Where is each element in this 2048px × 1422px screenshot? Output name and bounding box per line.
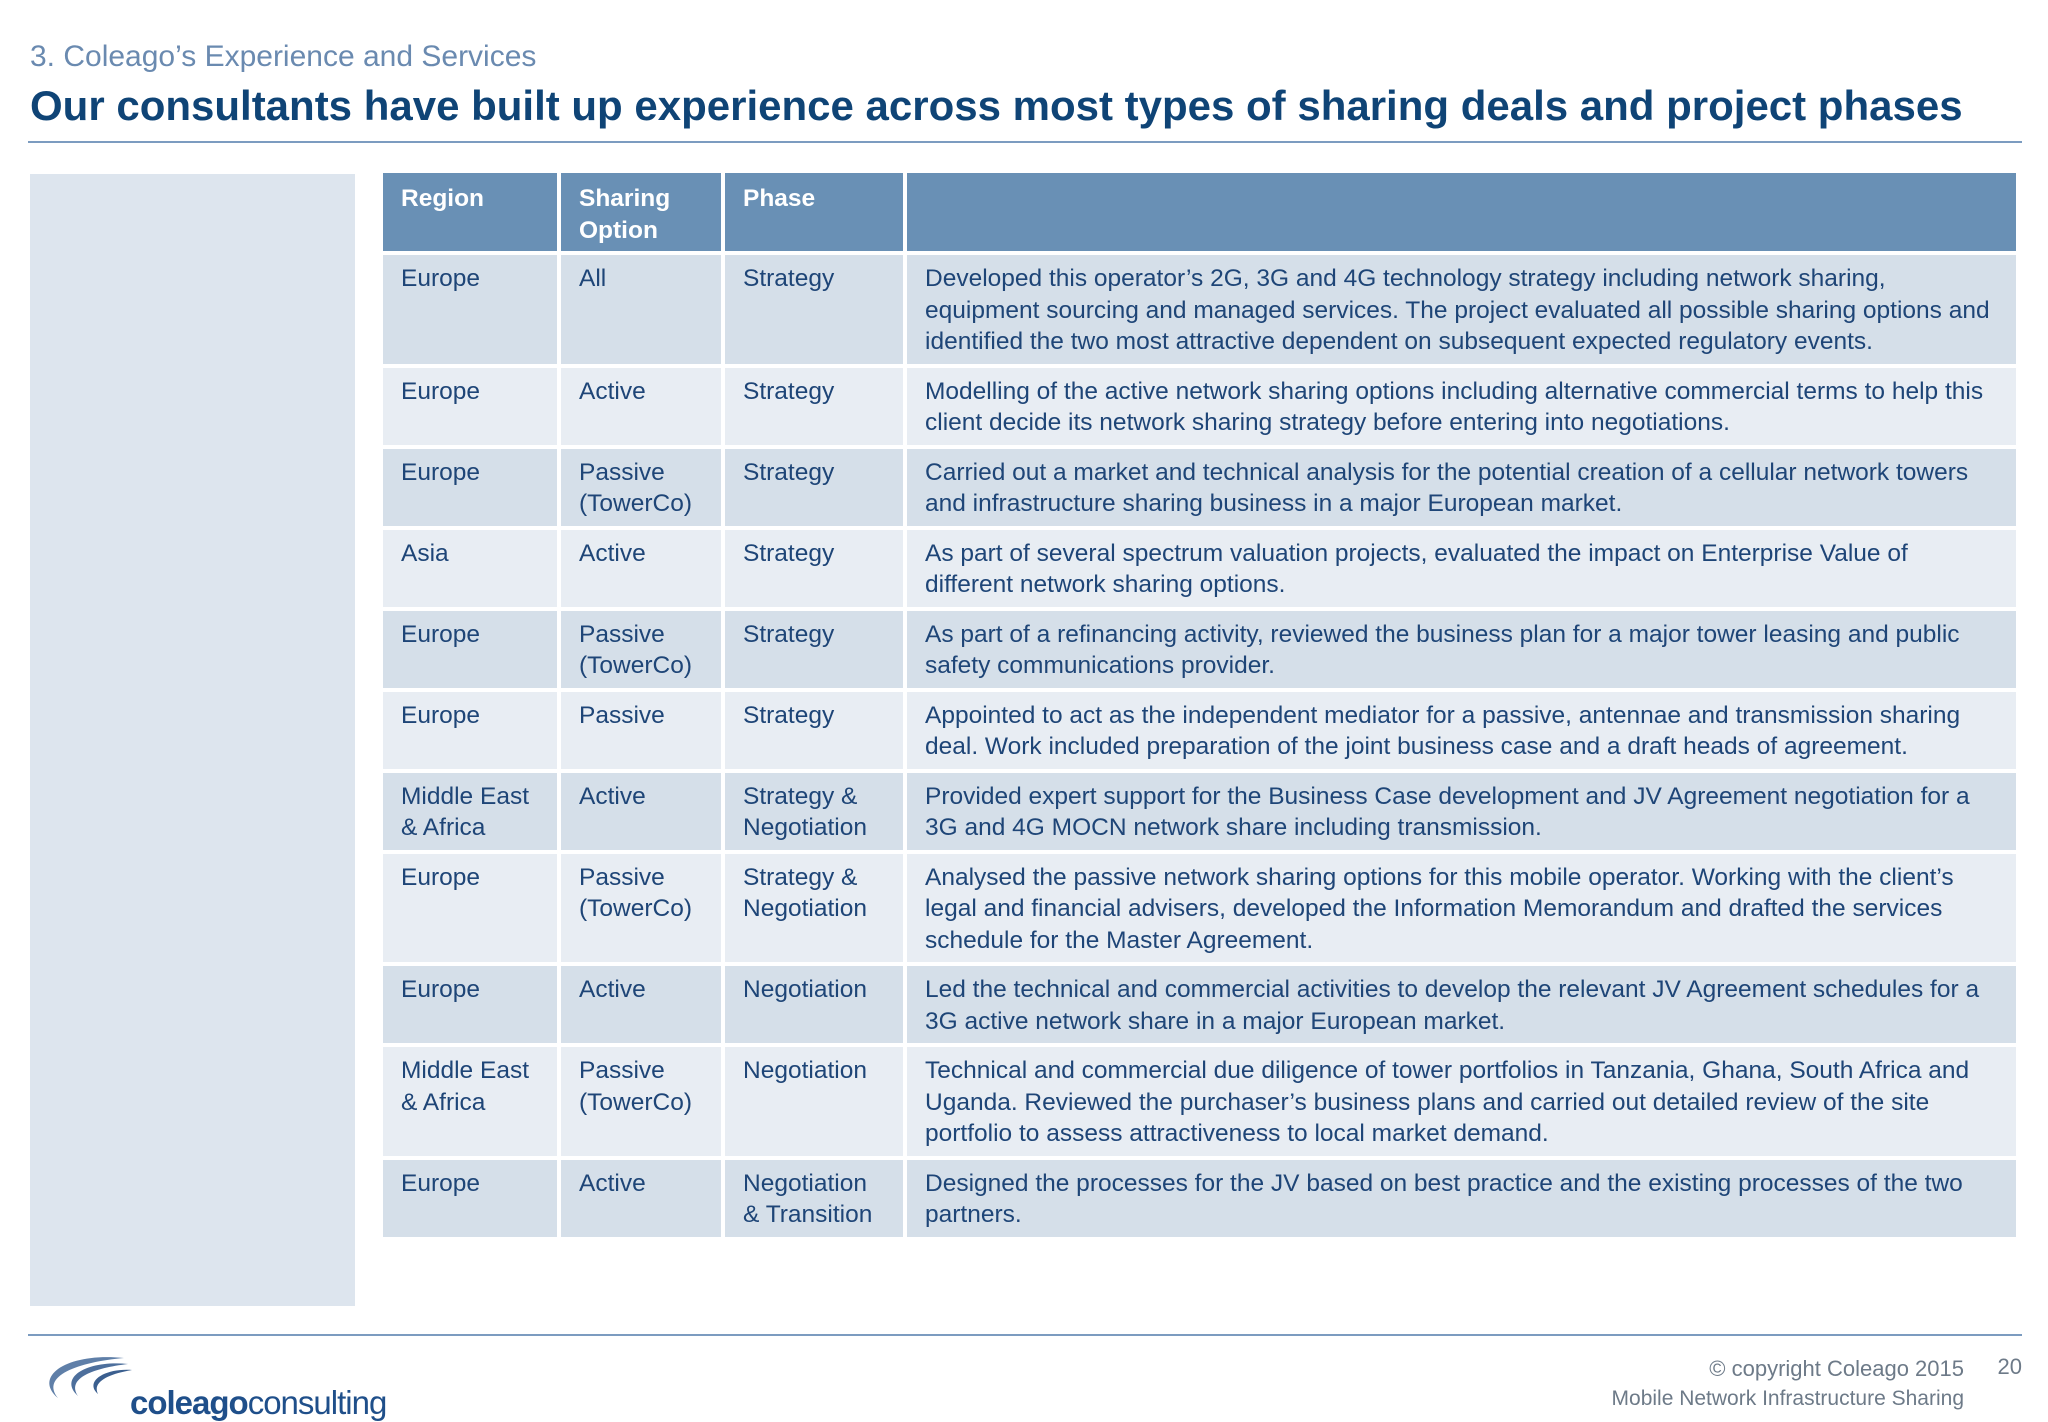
- cell-description: Technical and commercial due diligence o…: [907, 1047, 2016, 1156]
- cell-region: Middle East & Africa: [383, 1047, 557, 1156]
- coleago-swoosh-logo-icon: [49, 1357, 132, 1398]
- document-title: Mobile Network Infrastructure Sharing: [1611, 1387, 1964, 1410]
- cell-sharing-option: Passive (TowerCo): [561, 610, 721, 688]
- cell-sharing-option: Active: [561, 1159, 721, 1237]
- cell-region: Europe: [383, 1159, 557, 1237]
- page-number: 20: [1997, 1354, 2022, 1379]
- cell-sharing-option: Active: [561, 772, 721, 850]
- side-image-panel: [30, 174, 355, 1306]
- table-row: Europe Passive (TowerCo) Strategy Carrie…: [383, 448, 2016, 526]
- column-header-description: [907, 173, 2016, 251]
- cell-phase: Strategy: [725, 610, 903, 688]
- cell-region: Europe: [383, 691, 557, 769]
- cell-sharing-option: Passive: [561, 691, 721, 769]
- cell-region: Europe: [383, 853, 557, 962]
- table-row: Asia Active Strategy As part of several …: [383, 529, 2016, 607]
- page-title: Our consultants have built up experience…: [30, 82, 1963, 129]
- table-row: Europe Passive (TowerCo) Strategy As par…: [383, 610, 2016, 688]
- cell-region: Europe: [383, 367, 557, 445]
- column-header-phase: Phase: [725, 173, 903, 251]
- table-row: Europe All Strategy Developed this opera…: [383, 255, 2016, 364]
- cell-phase: Negotiation & Transition: [725, 1159, 903, 1237]
- copyright-notice: © copyright Coleago 2015: [1709, 1356, 1964, 1381]
- cell-region: Europe: [383, 966, 557, 1043]
- cell-sharing-option: Active: [561, 529, 721, 607]
- cell-sharing-option: Active: [561, 966, 721, 1043]
- cell-phase: Strategy: [725, 255, 903, 364]
- cell-sharing-option: Passive (TowerCo): [561, 1047, 721, 1156]
- cell-description: As part of several spectrum valuation pr…: [907, 529, 2016, 607]
- cell-description: Led the technical and commercial activit…: [907, 966, 2016, 1043]
- cell-phase: Strategy & Negotiation: [725, 772, 903, 850]
- cell-phase: Negotiation: [725, 1047, 903, 1156]
- cell-region: Europe: [383, 255, 557, 364]
- cell-sharing-option: All: [561, 255, 721, 364]
- table-header-row: Region Sharing Option Phase: [383, 173, 2016, 251]
- cell-phase: Strategy: [725, 367, 903, 445]
- cell-region: Europe: [383, 610, 557, 688]
- cell-description: Developed this operator’s 2G, 3G and 4G …: [907, 255, 2016, 364]
- table-row: Middle East & Africa Passive (TowerCo) N…: [383, 1047, 2016, 1156]
- cell-sharing-option: Active: [561, 367, 721, 445]
- cell-phase: Strategy: [725, 691, 903, 769]
- cell-region: Europe: [383, 448, 557, 526]
- logo-text-rest: consulting: [247, 1384, 388, 1421]
- logo-text-bold: coleago: [130, 1384, 249, 1421]
- table-row: Europe Active Negotiation & Transition D…: [383, 1159, 2016, 1237]
- table-row: Europe Active Strategy Modelling of the …: [383, 367, 2016, 445]
- column-header-sharing-option: Sharing Option: [561, 173, 721, 251]
- cell-description: Provided expert support for the Business…: [907, 772, 2016, 850]
- cell-sharing-option: Passive (TowerCo): [561, 448, 721, 526]
- cell-description: Designed the processes for the JV based …: [907, 1159, 2016, 1237]
- cell-phase: Strategy: [725, 529, 903, 607]
- footer-divider: [28, 1334, 2022, 1336]
- table-row: Europe Passive Strategy Appointed to act…: [383, 691, 2016, 769]
- cell-phase: Strategy & Negotiation: [725, 853, 903, 962]
- cell-region: Asia: [383, 529, 557, 607]
- experience-table: Region Sharing Option Phase Europe All S…: [379, 169, 2020, 1241]
- cell-description: Analysed the passive network sharing opt…: [907, 853, 2016, 962]
- company-logo-text: coleagoconsulting: [130, 1384, 388, 1422]
- header-divider: [28, 141, 2022, 143]
- cell-phase: Strategy: [725, 448, 903, 526]
- cell-description: Appointed to act as the independent medi…: [907, 691, 2016, 769]
- cell-description: Modelling of the active network sharing …: [907, 367, 2016, 445]
- cell-phase: Negotiation: [725, 966, 903, 1043]
- cell-region: Middle East & Africa: [383, 772, 557, 850]
- table-row: Europe Active Negotiation Led the techni…: [383, 966, 2016, 1043]
- cell-sharing-option: Passive (TowerCo): [561, 853, 721, 962]
- table-row: Middle East & Africa Active Strategy & N…: [383, 772, 2016, 850]
- column-header-region: Region: [383, 173, 557, 251]
- cell-description: As part of a refinancing activity, revie…: [907, 610, 2016, 688]
- table-row: Europe Passive (TowerCo) Strategy & Nego…: [383, 853, 2016, 962]
- cell-description: Carried out a market and technical analy…: [907, 448, 2016, 526]
- section-label: 3. Coleago’s Experience and Services: [30, 40, 537, 73]
